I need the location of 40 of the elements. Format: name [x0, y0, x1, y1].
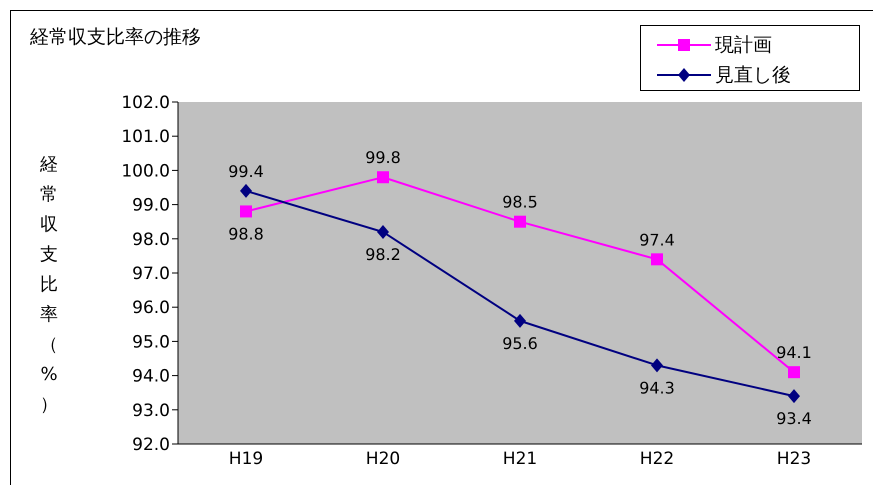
y-tick-label: 102.0	[121, 93, 170, 114]
legend-label: 現計画	[715, 33, 772, 58]
data-label: 99.4	[228, 162, 264, 181]
data-label: 99.8	[365, 148, 401, 168]
data-label: 94.3	[639, 378, 675, 398]
point	[514, 216, 526, 228]
data-label: 98.8	[228, 224, 264, 244]
x-tick-label: H23	[776, 449, 812, 470]
data-label: 94.1	[776, 343, 812, 362]
y-tick-label: 97.0	[132, 264, 170, 284]
y-tick-label: 101.0	[121, 127, 170, 148]
x-tick-label: H20	[366, 449, 400, 470]
x-tick-label: H21	[502, 449, 538, 470]
point	[377, 171, 389, 184]
point	[651, 253, 663, 266]
point	[651, 358, 663, 372]
y-tick-label: 99.0	[132, 196, 170, 216]
x-tick-label: H19	[228, 449, 264, 470]
point	[788, 389, 800, 404]
data-label: 98.2	[365, 244, 401, 264]
point	[240, 184, 252, 198]
point	[240, 205, 252, 218]
y-tick-label: 98.0	[132, 230, 170, 250]
chart-title: 経常収支比率の推移	[30, 25, 201, 50]
legend-label: 見直し後	[715, 63, 791, 88]
y-tick-label: 96.0	[132, 298, 170, 318]
point	[377, 224, 389, 239]
text: 経常収支比率（%）	[40, 154, 58, 415]
data-label: 95.6	[502, 334, 538, 353]
data-label: 93.4	[776, 409, 812, 428]
data-label: 98.5	[502, 192, 538, 212]
y-tick-label: 92.0	[132, 435, 170, 456]
y-tick-label: 93.0	[132, 400, 170, 421]
point	[514, 314, 526, 328]
y-tick-label: 94.0	[132, 366, 170, 387]
y-tick-label: 100.0	[121, 161, 170, 182]
data-label: 97.4	[639, 230, 675, 250]
x-tick-label: H22	[640, 449, 674, 470]
y-tick-label: 95.0	[132, 332, 170, 352]
point	[788, 366, 800, 378]
